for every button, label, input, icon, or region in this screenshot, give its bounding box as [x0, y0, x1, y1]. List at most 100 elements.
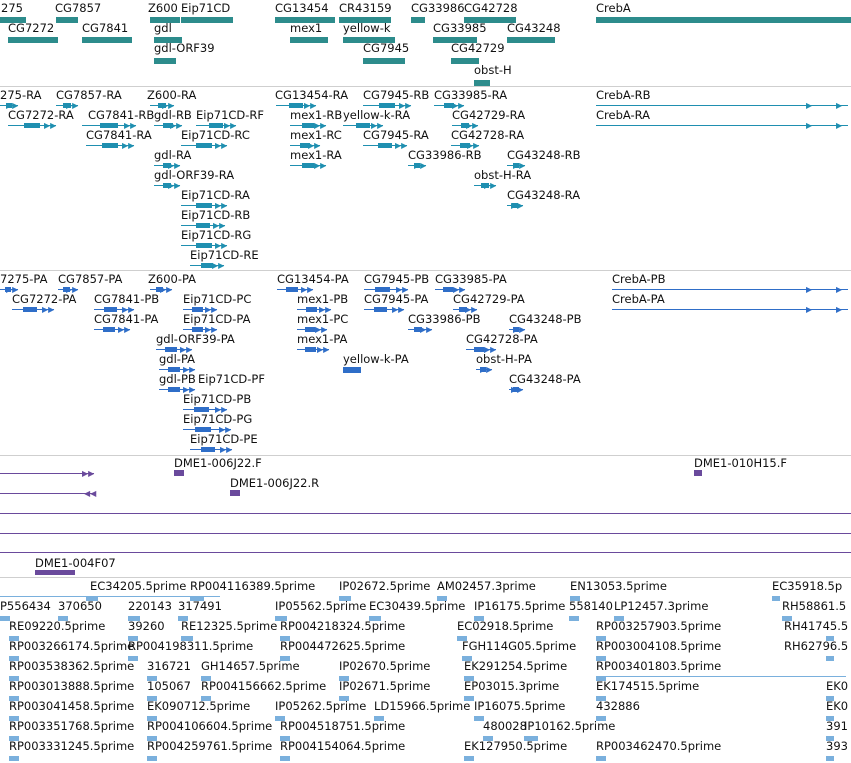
- feature-label[interactable]: FGH114G05.5prime: [462, 639, 577, 653]
- exon-glyph[interactable]: [512, 203, 519, 208]
- feature-label[interactable]: Eip71CD-RE: [190, 248, 259, 262]
- feature-label[interactable]: RP004198311.5prime: [128, 639, 254, 653]
- feature-label[interactable]: obst-H-RA: [474, 168, 532, 182]
- feature-label[interactable]: 558140: [569, 599, 613, 613]
- est-glyph[interactable]: [462, 656, 472, 661]
- gene-glyph[interactable]: [474, 80, 490, 86]
- est-glyph[interactable]: [437, 596, 447, 601]
- est-glyph[interactable]: [596, 656, 606, 661]
- feature-label[interactable]: CG33986-PB: [408, 312, 481, 326]
- feature-label[interactable]: IP16075.5prime: [474, 699, 566, 713]
- feature-label[interactable]: RH58861.5: [782, 599, 847, 613]
- feature-label[interactable]: EC35918.5p: [772, 579, 843, 593]
- feature-label[interactable]: CG42729: [451, 41, 505, 55]
- feature-label[interactable]: RE12325.5prime: [181, 619, 278, 633]
- exon-glyph[interactable]: [460, 123, 470, 128]
- feature-label[interactable]: CG33985: [433, 21, 487, 35]
- est-glyph[interactable]: [190, 596, 204, 601]
- feature-label[interactable]: RP004218324.5prime: [280, 619, 406, 633]
- feature-label[interactable]: RP003331245.5prime: [9, 739, 135, 753]
- feature-label[interactable]: EK174515.5prime: [596, 679, 700, 693]
- feature-label[interactable]: gdl-RB: [154, 108, 192, 122]
- est-glyph[interactable]: [275, 716, 285, 721]
- cds-glyph[interactable]: [168, 387, 180, 392]
- feature-label[interactable]: CG7841-RA: [86, 128, 152, 142]
- est-glyph[interactable]: [275, 616, 287, 621]
- cds-glyph[interactable]: [304, 327, 315, 332]
- feature-label[interactable]: CG42729-PA: [453, 292, 525, 306]
- feature-label[interactable]: 220143: [128, 599, 172, 613]
- feature-label[interactable]: DME1-006J22.R: [230, 476, 320, 490]
- est-glyph[interactable]: [826, 736, 834, 741]
- cds-glyph[interactable]: [305, 307, 317, 312]
- est-glyph[interactable]: [58, 616, 68, 621]
- feature-label[interactable]: Z600-PA: [148, 272, 197, 286]
- est-glyph[interactable]: [782, 616, 792, 621]
- feature-label[interactable]: CrebA-RB: [596, 88, 651, 102]
- cds-glyph[interactable]: [414, 327, 422, 332]
- feature-label[interactable]: Z600: [148, 1, 178, 15]
- exon-glyph[interactable]: [289, 103, 303, 108]
- feature-label[interactable]: 317491: [178, 599, 222, 613]
- exon-glyph[interactable]: [63, 103, 71, 108]
- est-glyph[interactable]: [128, 616, 140, 621]
- feature-label[interactable]: Eip71CD-PB: [183, 392, 252, 406]
- feature-label[interactable]: GH14657.5prime: [201, 659, 300, 673]
- est-glyph[interactable]: [128, 656, 138, 661]
- est-glyph[interactable]: [9, 736, 19, 741]
- cds-glyph[interactable]: [473, 347, 484, 352]
- feature-label[interactable]: RP003013888.5prime: [9, 679, 135, 693]
- feature-label[interactable]: RP003351768.5prime: [9, 719, 135, 733]
- est-glyph[interactable]: [826, 696, 834, 701]
- feature-label[interactable]: RP004154064.5prime: [280, 739, 406, 753]
- feature-label[interactable]: CG7945-RB: [363, 88, 430, 102]
- feature-label[interactable]: CrebA: [596, 1, 631, 15]
- est-glyph[interactable]: [9, 676, 19, 681]
- feature-label[interactable]: Eip71CD-PC: [183, 292, 252, 306]
- est-glyph[interactable]: [147, 716, 157, 721]
- feature-label[interactable]: IP02672.5prime: [339, 579, 431, 593]
- feature-label[interactable]: CG43248-RB: [507, 148, 581, 162]
- feature-label[interactable]: CG7857: [55, 1, 102, 15]
- feature-label[interactable]: mex1-PC: [297, 312, 349, 326]
- gene-glyph[interactable]: [56, 17, 78, 23]
- est-glyph[interactable]: [9, 716, 19, 721]
- est-glyph[interactable]: [464, 696, 474, 701]
- gene-glyph[interactable]: [433, 37, 477, 43]
- feature-label[interactable]: LP12457.3prime: [614, 599, 709, 613]
- exon-glyph[interactable]: [196, 143, 212, 148]
- est-glyph[interactable]: [86, 596, 98, 601]
- exon-glyph[interactable]: [163, 123, 173, 128]
- feature-label[interactable]: RP004259761.5prime: [147, 739, 273, 753]
- feature-label[interactable]: RP003257903.5prime: [596, 619, 722, 633]
- clone-glyph[interactable]: [230, 490, 240, 496]
- feature-label[interactable]: DME1-004F07: [35, 556, 116, 570]
- feature-label[interactable]: RP003462470.5prime: [596, 739, 722, 753]
- feature-label[interactable]: 480028: [483, 719, 527, 733]
- feature-label[interactable]: IP05562.5prime: [275, 599, 367, 613]
- exon-glyph[interactable]: [201, 263, 213, 268]
- feature-label[interactable]: CG7841-PA: [94, 312, 159, 326]
- feature-label[interactable]: RP003004108.5prime: [596, 639, 722, 653]
- est-glyph[interactable]: [280, 656, 290, 661]
- gene-glyph[interactable]: [82, 37, 132, 43]
- feature-label[interactable]: CG33985-RA: [434, 88, 508, 102]
- feature-label[interactable]: EC02918.5prime: [457, 619, 554, 633]
- cds-glyph[interactable]: [459, 307, 467, 312]
- feature-label[interactable]: CG7945-PB: [364, 272, 430, 286]
- exon-glyph[interactable]: [102, 143, 118, 148]
- feature-label[interactable]: CG7945-RA: [363, 128, 429, 142]
- cds-glyph[interactable]: [22, 307, 37, 312]
- feature-label[interactable]: CG13454-PA: [277, 272, 349, 286]
- feature-label[interactable]: EC34205.5prime: [90, 579, 187, 593]
- exon-glyph[interactable]: [209, 123, 223, 128]
- est-glyph[interactable]: [181, 636, 193, 641]
- exon-glyph[interactable]: [356, 123, 370, 128]
- est-glyph[interactable]: [339, 596, 351, 601]
- feature-label[interactable]: EK0: [826, 679, 849, 693]
- est-glyph[interactable]: [483, 736, 493, 741]
- cds-glyph[interactable]: [200, 447, 215, 452]
- feature-label[interactable]: CG43248: [507, 21, 561, 35]
- feature-label[interactable]: Eip71CD-RB: [181, 208, 251, 222]
- cds-glyph[interactable]: [165, 347, 177, 352]
